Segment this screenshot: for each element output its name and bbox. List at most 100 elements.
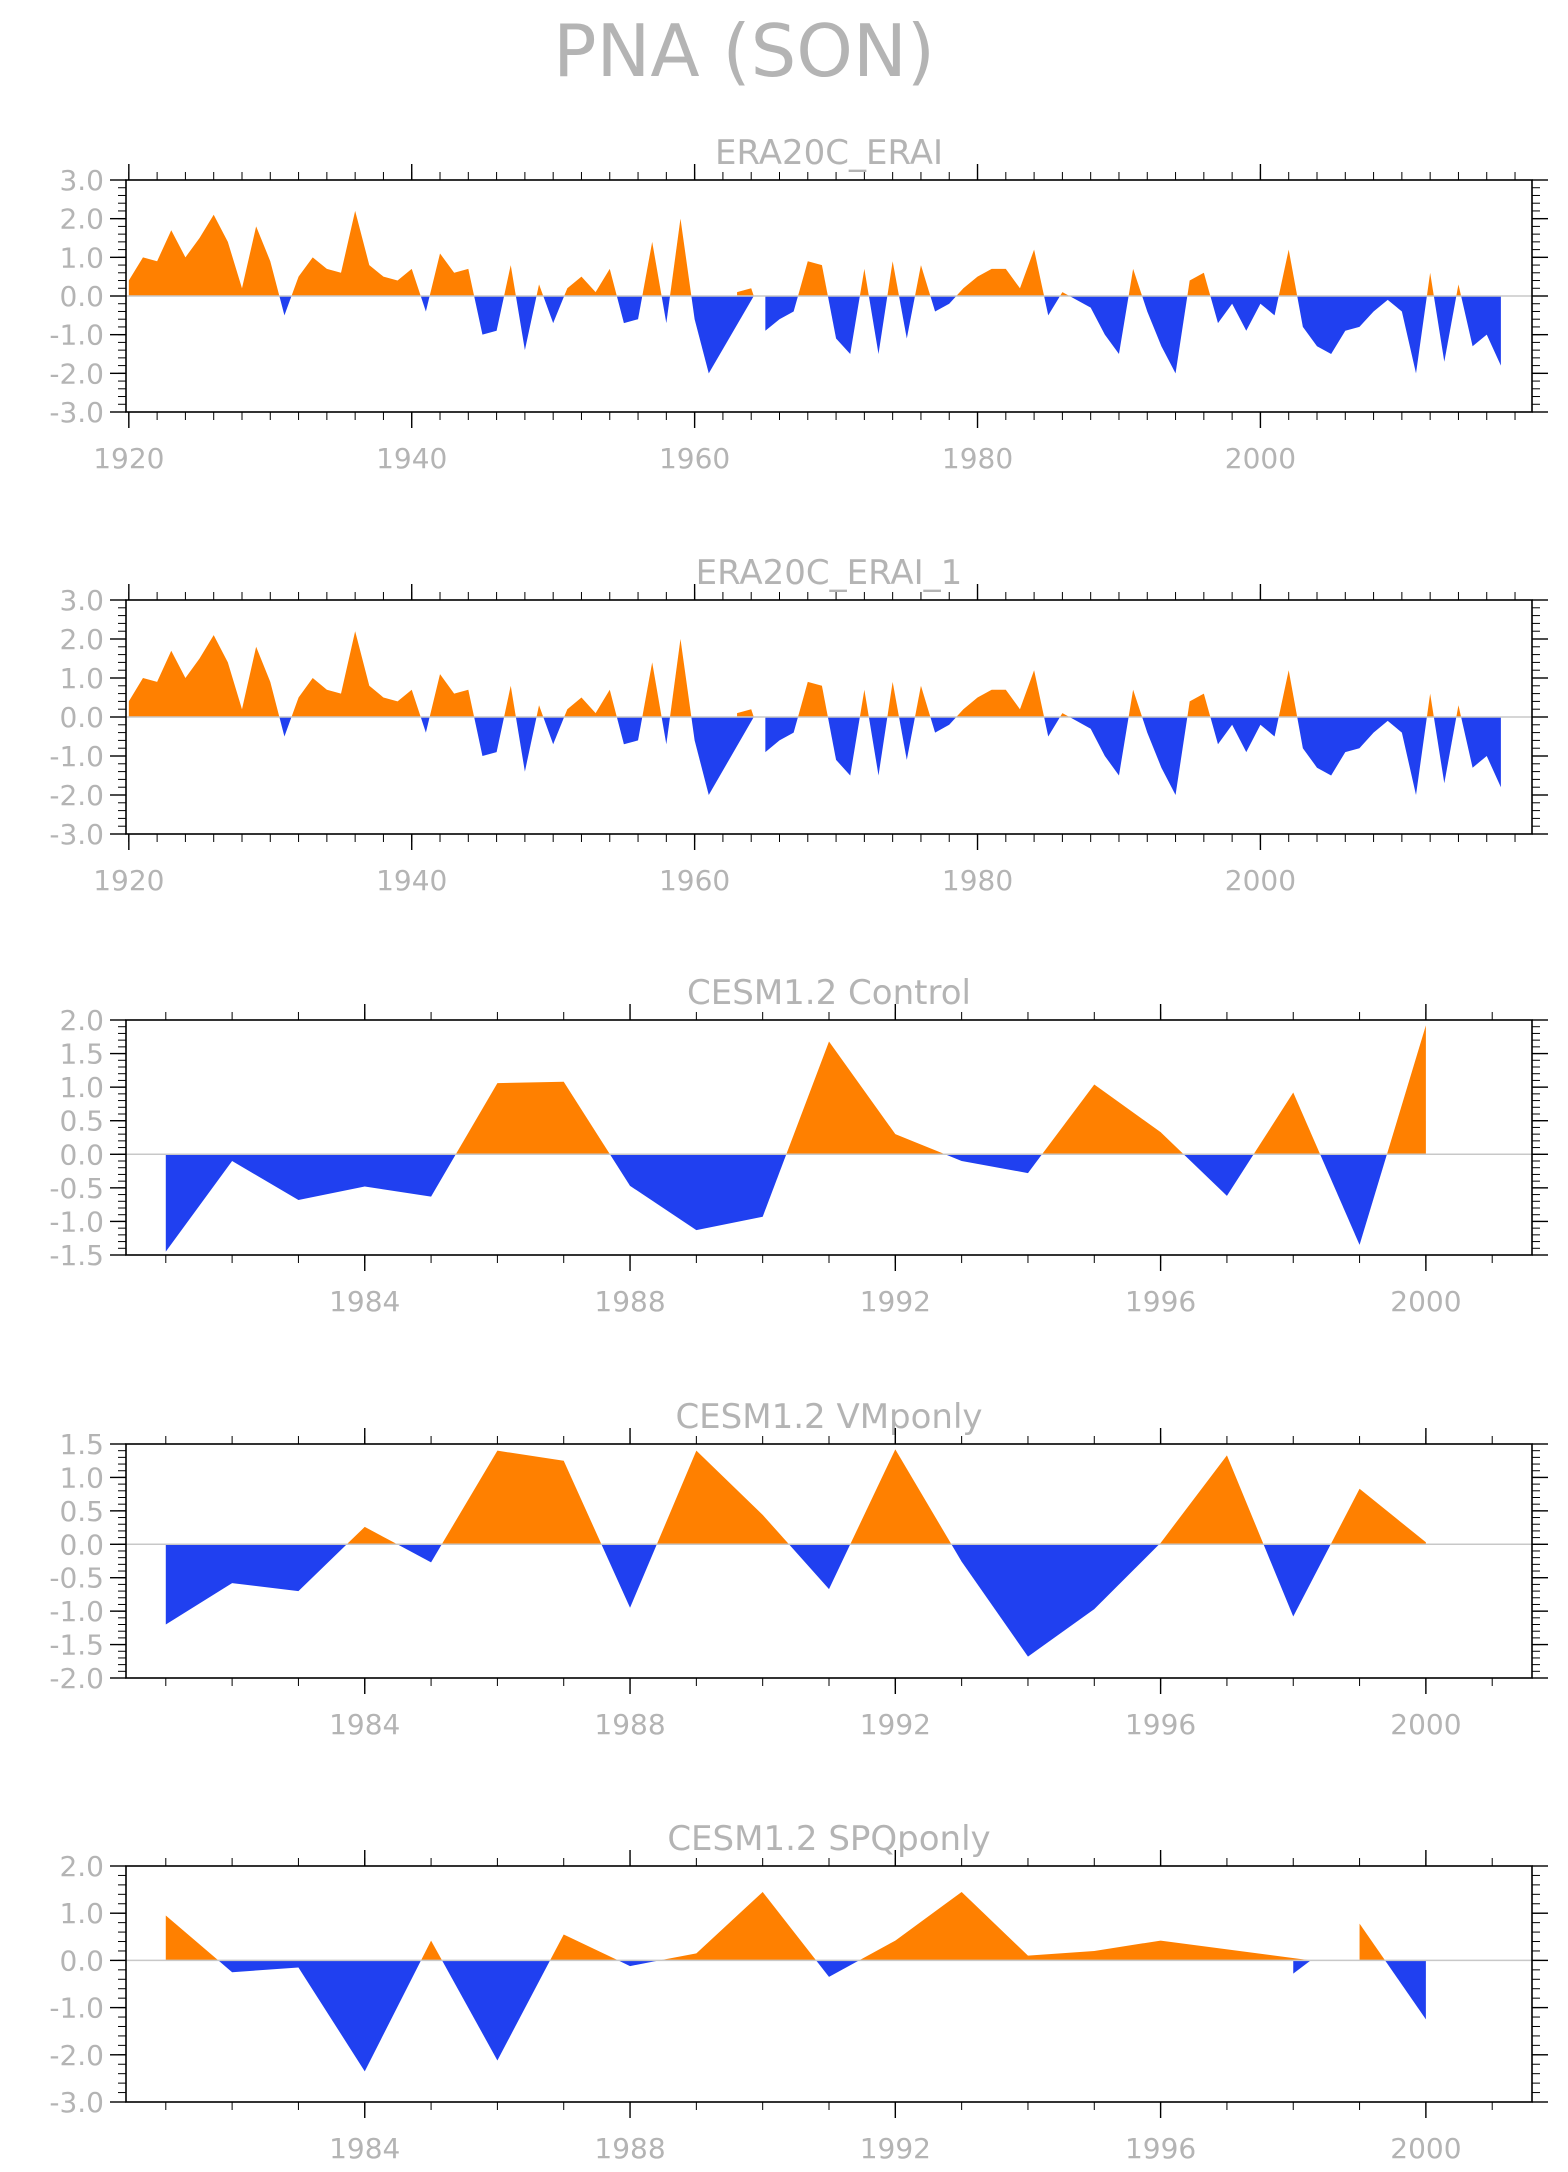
negative-area — [420, 717, 430, 733]
negative-area — [1461, 717, 1501, 788]
x-tick-label: 1992 — [860, 1285, 931, 1318]
x-tick-label: 1984 — [329, 1708, 400, 1741]
y-tick-label: 1.0 — [59, 662, 104, 695]
negative-area — [930, 717, 957, 733]
chart-panel-5: CESM1.2 SPQponly 2.0 1.0 0.0 -1.0 -2.0 -3.0 198… — [49, 1819, 1548, 2165]
panels: ERA20C_ERAI 3.0 2.0 1.0 0.0 -1.0 -2.0 -3.0 1920 1… — [49, 133, 1548, 2165]
negative-area — [616, 296, 643, 324]
positive-area — [859, 1891, 1311, 1961]
positive-area — [659, 1891, 817, 1961]
positive-area — [128, 635, 280, 717]
positive-area — [564, 689, 617, 717]
positive-area — [564, 268, 617, 296]
x-tick-label: 1996 — [1125, 1285, 1196, 1318]
negative-area — [474, 717, 505, 756]
chart-panel-2: ERA20C_ERAI_1 3.0 2.0 1.0 0.0 -1.0 -2.0 -3.0 192… — [49, 553, 1548, 897]
positive-area — [656, 1450, 789, 1545]
x-tick-label: 1996 — [1125, 2132, 1196, 2165]
y-tick-label: 0.0 — [59, 1528, 104, 1561]
panel-title: ERA20C_ERAI_1 — [696, 553, 963, 593]
y-tick-label: 0.5 — [59, 1105, 104, 1138]
y-tick-label: 2.0 — [59, 1850, 104, 1883]
negative-area — [1210, 296, 1279, 331]
negative-area — [1183, 1154, 1254, 1196]
negative-area — [616, 717, 643, 745]
positive-area — [850, 1449, 952, 1545]
positive-area — [1278, 670, 1298, 717]
positive-area — [1253, 1092, 1321, 1155]
y-tick-label: 2.0 — [59, 1004, 104, 1037]
y-tick-label: -3.0 — [49, 2086, 104, 2119]
negative-area — [661, 296, 671, 324]
negative-area — [474, 296, 505, 335]
negative-area — [515, 296, 537, 351]
positive-area — [956, 670, 1045, 717]
x-tick-label: 1988 — [594, 1708, 665, 1741]
positive-area — [291, 210, 421, 296]
negative-area — [1044, 296, 1061, 316]
x-tick-label: 1984 — [329, 2132, 400, 2165]
positive-area — [914, 685, 931, 717]
negative-area — [930, 296, 957, 312]
positive-area — [1128, 268, 1143, 296]
positive-area — [1359, 1923, 1386, 1961]
positive-area — [1060, 292, 1070, 296]
negative-area — [543, 296, 565, 324]
positive-area — [642, 662, 662, 717]
y-tick-label: 2.0 — [59, 203, 104, 236]
positive-area — [1426, 693, 1434, 717]
negative-area — [868, 717, 888, 776]
positive-area — [1128, 689, 1143, 717]
positive-area — [1187, 272, 1211, 296]
negative-area — [1297, 296, 1427, 374]
y-tick-label: 0.0 — [59, 280, 104, 313]
chart-panel-4: CESM1.2 VMponly 1.51.00.50.0-0.5-1.0-1.5-… — [49, 1397, 1548, 1741]
negative-area — [691, 296, 754, 374]
y-tick-label: -1.5 — [49, 1239, 104, 1272]
positive-area — [1330, 1488, 1426, 1545]
x-tick-label: 2000 — [1390, 1708, 1461, 1741]
y-tick-label: 3.0 — [59, 164, 104, 197]
x-tick-label: 1920 — [93, 864, 164, 897]
negative-area — [543, 717, 565, 745]
positive-area — [1159, 1455, 1264, 1545]
positive-area — [797, 261, 828, 296]
y-tick-label: 2.0 — [59, 623, 104, 656]
y-tick-label: -0.5 — [49, 1172, 104, 1205]
positive-area — [1456, 705, 1462, 717]
positive-area — [1187, 693, 1211, 717]
negative-area — [1069, 296, 1129, 354]
y-tick-label: -3.0 — [49, 818, 104, 851]
y-tick-label: -2.0 — [49, 1662, 104, 1695]
positive-area — [1456, 284, 1462, 296]
negative-area — [765, 296, 798, 331]
negative-area — [165, 1544, 347, 1625]
positive-area — [859, 268, 869, 296]
y-tick-label: 1.0 — [59, 1897, 104, 1930]
negative-area — [1069, 717, 1129, 776]
negative-area — [618, 1960, 660, 1967]
positive-area — [455, 1081, 610, 1155]
negative-area — [945, 1154, 1043, 1174]
y-tick-label: -1.0 — [49, 1205, 104, 1238]
negative-area — [1320, 1154, 1387, 1245]
negative-area — [218, 1960, 422, 2072]
y-tick-label: 3.0 — [59, 584, 104, 617]
positive-area — [128, 214, 280, 296]
negative-area — [1263, 1544, 1331, 1617]
positive-area — [642, 241, 662, 296]
positive-area — [291, 631, 421, 717]
panel-title: CESM1.2 VMponly — [675, 1397, 982, 1437]
x-tick-label: 1988 — [594, 1285, 665, 1318]
x-tick-label: 1920 — [93, 442, 164, 475]
negative-area — [1385, 1960, 1426, 2020]
y-tick-label: -3.0 — [49, 396, 104, 429]
positive-area — [956, 249, 1045, 296]
y-tick-label: 0.0 — [59, 1138, 104, 1171]
chart-panel-3: CESM1.2 Control 2.01.51.00.50.0-0.5-1.0-1… — [49, 973, 1548, 1318]
y-tick-label: 0.5 — [59, 1495, 104, 1528]
y-tick-label: 0.0 — [59, 701, 104, 734]
x-tick-label: 1980 — [942, 442, 1013, 475]
positive-area — [1278, 249, 1298, 296]
x-tick-label: 1980 — [942, 864, 1013, 897]
